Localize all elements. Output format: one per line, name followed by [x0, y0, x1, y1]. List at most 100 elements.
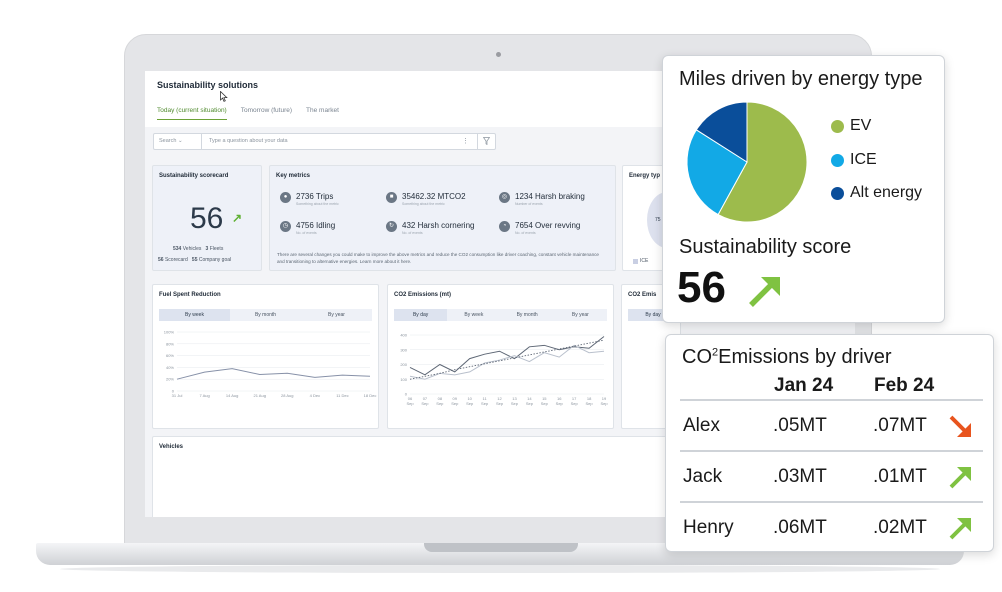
clock-icon: ◷ [280, 221, 291, 232]
segment-by-year[interactable]: By year [328, 312, 345, 318]
y-tick-label: 80% [166, 341, 174, 346]
metric-value: 35462.32 MTCO2 [402, 192, 466, 201]
legend-label: EV [850, 117, 872, 134]
emissions-by-driver-card: CO2Emissions by driver Jan 24 Feb 24 Ale… [665, 334, 994, 552]
tab-bar: Today (current situation) Tomorrow (futu… [157, 107, 339, 120]
legend-swatch [831, 119, 844, 133]
metric-sub: No. of events [296, 231, 317, 235]
legend-alt-energy: Alt energy [831, 184, 922, 202]
legend-label: Alt energy [850, 184, 923, 201]
x-tick-label: 7 Aug [199, 393, 209, 398]
segment-by-month[interactable]: By month [516, 312, 538, 318]
metric-trips: ● 2736 Trips Something about the metric [280, 192, 339, 206]
y-tick-label: 100 [400, 377, 407, 382]
x-tick-label: 18 [587, 396, 592, 401]
key-metrics-title: Key metrics [276, 173, 311, 179]
pie-slice [717, 101, 808, 223]
driver-name: Jack [683, 466, 723, 487]
trend-up-right-icon [948, 515, 974, 546]
scorecard-stats-2: 56 Scorecard 55 Company goal [158, 257, 231, 263]
legend-label: ICE [850, 151, 877, 168]
more-options-icon[interactable]: ⋮ [462, 138, 469, 145]
y-tick-label: 40% [166, 365, 174, 370]
metric-sub: No. of events [402, 231, 423, 235]
tab-tomorrow[interactable]: Tomorrow (future) [240, 107, 293, 114]
metric-over-revving: ◔ 7654 Over revving No. of events [499, 221, 580, 235]
title-prefix: CO [682, 346, 712, 368]
x-tick-label: Sep [586, 401, 594, 406]
row-divider [680, 501, 983, 503]
miles-card-title: Miles driven by energy type [679, 68, 923, 90]
vehicles-title: Vehicles [159, 444, 184, 450]
y-tick-label: 400 [400, 333, 407, 338]
miles-energy-card: Miles driven by energy type EV ICE Alt e… [662, 55, 945, 323]
title-suffix: Emissions by driver [718, 346, 892, 368]
x-tick-label: 15 [542, 396, 547, 401]
search-input[interactable]: Type a question about your data [209, 138, 288, 144]
scorecard-value: 56 [158, 257, 164, 263]
trend-up-right-icon [948, 464, 974, 495]
x-tick-label: 08 [438, 396, 443, 401]
search-bar: Search ⌄ Type a question about your data… [153, 133, 496, 150]
x-tick-label: Sep [496, 401, 504, 406]
laptop-notch [424, 543, 578, 552]
x-tick-label: 09 [453, 396, 458, 401]
x-tick-label: 4 Dec [310, 393, 320, 398]
segment-by-month[interactable]: By month [254, 312, 277, 318]
energy-legend: ICE [633, 258, 648, 264]
driver-name: Henry [683, 517, 734, 538]
segment-by-day[interactable]: By day [394, 309, 448, 321]
search-select[interactable]: Search ⌄ [154, 134, 202, 149]
metric-mtco2: ■ 35462.32 MTCO2 Something about the metr… [386, 192, 466, 206]
legend-swatch [633, 258, 638, 264]
y-tick-label: 0 [172, 389, 175, 394]
tab-today[interactable]: Today (current situation) [157, 107, 227, 120]
feb-value: .02MT [873, 517, 927, 538]
metric-value: 2736 Trips [296, 192, 334, 201]
metric-sub: Something about the metric [296, 202, 339, 206]
scorecard-stats-1: 534 Vehicles 3 Fleets [173, 246, 223, 252]
x-tick-label: 06 [408, 396, 413, 401]
x-tick-label: Sep [466, 401, 474, 406]
metric-idling: ◷ 4756 Idling No. of events [280, 221, 335, 235]
x-tick-label: Sep [571, 401, 579, 406]
x-tick-label: 17 [572, 396, 577, 401]
segment-by-week[interactable]: By week [159, 309, 230, 321]
series-line [409, 336, 605, 376]
y-tick-label: 60% [166, 353, 174, 358]
truck-icon: ■ [386, 192, 397, 203]
segment-by-year[interactable]: By year [571, 312, 589, 318]
x-tick-label: 07 [423, 396, 428, 401]
feb-value: .01MT [873, 466, 927, 487]
fuel-chart-title: Fuel Spent Reduction [159, 292, 221, 298]
sustainability-score-value: 56 [677, 263, 726, 312]
metric-value: 7654 Over revving [515, 221, 581, 230]
x-tick-label: 16 [557, 396, 562, 401]
energy-pie-chart [686, 101, 808, 223]
x-tick-label: 14 [527, 396, 532, 401]
filter-icon[interactable] [477, 134, 495, 149]
x-tick-label: Sep [556, 401, 564, 406]
row-divider [680, 450, 983, 452]
jan-value: .03MT [773, 466, 827, 487]
key-metrics-card: Key metrics ● 2736 Trips Something about … [269, 165, 616, 271]
x-tick-label: Sep [436, 401, 444, 406]
x-tick-label: Sep [406, 401, 414, 406]
row-divider [680, 399, 983, 401]
trend-down-right-icon [948, 414, 974, 445]
metric-sub: Number of events [515, 202, 543, 206]
x-tick-label: 14 Aug [226, 393, 238, 398]
co2-chart-card: CO2 Emissions (mt) By day By week By mon… [387, 284, 614, 429]
gauge-icon: ◔ [499, 221, 510, 232]
segment-by-week[interactable]: By week [464, 312, 484, 318]
tab-market[interactable]: The market [306, 107, 339, 114]
feb-value: .07MT [873, 415, 927, 436]
scorecard-score: 56 [190, 202, 224, 235]
x-tick-label: Sep [421, 401, 429, 406]
series-line [176, 368, 371, 380]
legend-swatch [831, 153, 844, 167]
co2-line-chart: 400300200100006Sep07Sep08Sep09Sep10Sep11… [400, 333, 608, 407]
x-tick-label: 12 [497, 396, 502, 401]
legend-ev: EV [831, 117, 871, 135]
fuel-line-chart: 100% 80% 60% 40% 20% 031 Jul 7 Aug 14 Aug 21 Aug… [164, 330, 377, 399]
